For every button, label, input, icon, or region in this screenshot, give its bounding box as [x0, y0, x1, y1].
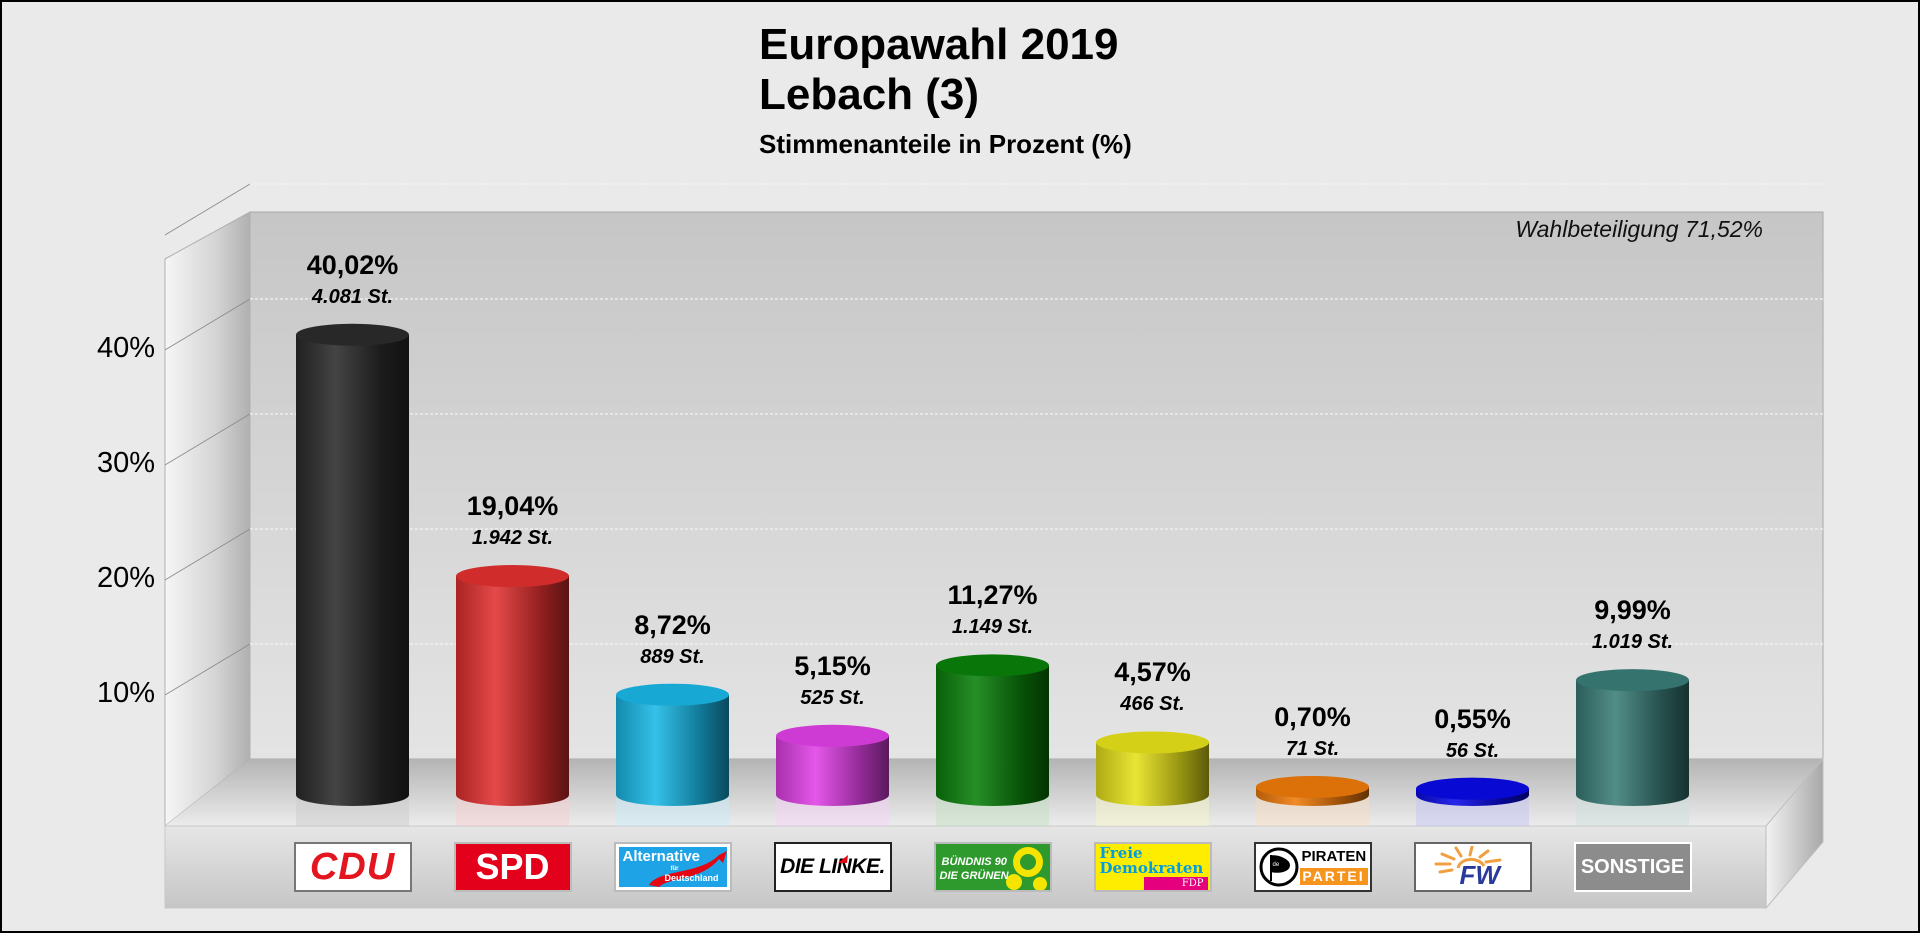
bar-sonstige — [1576, 669, 1689, 826]
side-gridline — [164, 413, 251, 466]
logo-spd-text: SPD — [475, 846, 550, 887]
bar-die-linke — [776, 724, 889, 826]
bar-top — [456, 565, 569, 588]
side-gridline — [164, 183, 251, 236]
logo-fw: FW — [1413, 842, 1532, 892]
turnout-annotation: Wahlbeteiligung 71,52% — [1515, 216, 1763, 242]
logo-gruene-text-1: BÜNDNIS 90 — [941, 856, 1007, 868]
logo-piraten: de PIRATEN PARTEI — [1253, 842, 1372, 892]
bar-votes-label: 1.019 St. — [1591, 631, 1674, 654]
logo-afd-text-1: Alternative — [622, 848, 701, 865]
logo-linke-text: DIE LINKE. — [780, 855, 885, 878]
logo-fdp: Freie Demokraten FDP — [1093, 842, 1212, 892]
bar-afd — [616, 683, 729, 826]
logo-spd: SPD — [453, 842, 572, 892]
sunflower-icon — [1005, 847, 1047, 890]
logo-afd-text-3: Deutschland — [664, 873, 719, 883]
logo-afd-box: Alternative für Deutschland — [618, 847, 727, 887]
bar-body — [776, 735, 889, 806]
bar-votes-label: 1.149 St. — [951, 616, 1034, 639]
chart-subtitle-location: Lebach (3) — [759, 70, 980, 119]
bar-votes-label: 466 St. — [1120, 693, 1185, 716]
logo-gruene: BÜNDNIS 90 DIE GRÜNEN — [933, 842, 1052, 892]
bar-top — [296, 323, 409, 346]
sun-rays-icon — [1434, 846, 1501, 874]
logo-gruene-text-2: DIE GRÜNEN — [939, 870, 1009, 882]
side-gridline — [164, 643, 251, 696]
bar-top — [936, 654, 1049, 677]
bar-value-label: 11,27% — [947, 580, 1038, 611]
side-gridline — [164, 298, 251, 351]
logo-cdu: CDU — [293, 842, 412, 892]
bar-value-label: 9,99% — [1594, 595, 1671, 626]
y-tick-label: 10% — [96, 677, 155, 709]
bar-top — [1416, 777, 1529, 800]
bar-votes-label: 4.081 St. — [311, 285, 394, 308]
logo-fdp-text-1: Freie — [1099, 844, 1143, 862]
chart-title: Europawahl 2019 — [759, 20, 1119, 69]
logo-sonstige: SONSTIGE — [1573, 842, 1692, 892]
y-tick-label: 30% — [96, 447, 155, 479]
logo-piraten-text-1: PIRATEN — [1301, 848, 1367, 865]
bar-top — [1096, 731, 1209, 754]
logo-cdu-text: CDU — [309, 846, 396, 888]
bar-body — [296, 334, 409, 806]
bar-votes-label: 56 St. — [1445, 739, 1500, 762]
logo-fw-text: FW — [1459, 860, 1500, 890]
bar-value-label: 40,02% — [306, 249, 399, 280]
bar-spd — [456, 565, 569, 826]
bar-body — [616, 694, 729, 806]
afd-arrow-icon — [648, 851, 727, 887]
bar-body — [1576, 680, 1689, 806]
bar-votes-label: 525 St. — [800, 686, 865, 709]
base-right-side — [1765, 757, 1824, 910]
bar-top — [1576, 669, 1689, 692]
bar-body — [456, 576, 569, 806]
logo-sonstige-text: SONSTIGE — [1580, 856, 1685, 878]
logo-piraten-flag-text: de — [1272, 862, 1280, 868]
bar-votes-label: 71 St. — [1285, 737, 1340, 760]
chart-subtitle-metric: Stimmenanteile in Prozent (%) — [759, 129, 1132, 159]
bar-fdp — [1096, 731, 1209, 826]
linke-red-triangle-icon — [837, 855, 848, 863]
bar-value-label: 0,70% — [1274, 701, 1351, 732]
bar-body — [936, 665, 1049, 806]
bar-grüne — [936, 654, 1049, 826]
bar-top — [776, 724, 889, 747]
bar-top — [1256, 775, 1369, 798]
logo-fdp-text-3: FDP — [1143, 877, 1208, 890]
bar-value-label: 5,15% — [794, 650, 871, 681]
side-wall — [164, 211, 251, 828]
bar-value-label: 8,72% — [634, 609, 711, 640]
y-tick-label: 40% — [96, 332, 155, 364]
bar-body — [1096, 742, 1209, 806]
bar-value-label: 19,04% — [466, 491, 559, 522]
logo-afd-text-2: für — [670, 866, 679, 872]
logo-linke: DIE LINKE. — [773, 842, 892, 892]
bar-piraten — [1256, 775, 1369, 826]
logo-piraten-text-2: PARTEI — [1299, 868, 1368, 885]
side-gridline — [164, 528, 251, 581]
bar-top — [616, 683, 729, 706]
logo-afd: Alternative für Deutschland — [613, 842, 732, 892]
pirate-flag-icon — [1259, 847, 1298, 887]
logo-fdp-text-2: Demokraten — [1099, 859, 1204, 877]
bar-cdu — [296, 323, 409, 826]
bar-fw — [1416, 777, 1529, 826]
bar-value-label: 4,57% — [1114, 657, 1191, 688]
bar-votes-label: 1.942 St. — [471, 527, 554, 550]
bar-votes-label: 889 St. — [640, 645, 705, 668]
y-tick-label: 20% — [96, 562, 155, 594]
bar-value-label: 0,55% — [1434, 703, 1511, 734]
